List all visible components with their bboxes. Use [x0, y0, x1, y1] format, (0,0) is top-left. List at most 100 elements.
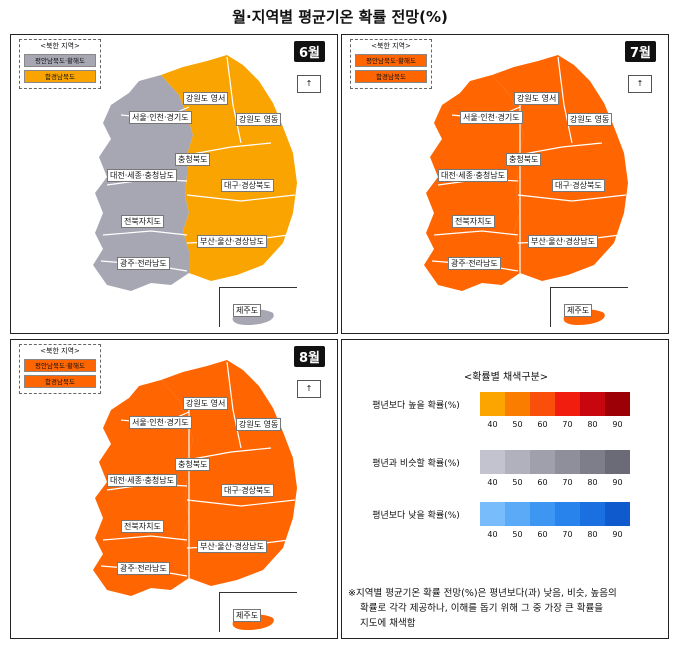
north-korea-legend: <북한 지역> 평안남북도·황해도 함경남북도 [19, 39, 101, 89]
jeju-inset-frame [550, 287, 628, 327]
region-label-daegu-gyeongbuk: 대구·경상북도 [221, 484, 274, 497]
map-south-korea [424, 55, 628, 325]
east-regions-shape [161, 360, 297, 586]
legend-swatch [605, 450, 630, 474]
region-label-seoul-incheon-gyeonggi: 서울·인천·경기도 [129, 416, 192, 429]
region-label-gangwon-east: 강원도 영동 [236, 113, 282, 126]
legend-swatch [530, 392, 555, 416]
legend-swatch [605, 502, 630, 526]
legend-tick: 80 [587, 420, 598, 429]
page-title: 월·지역별 평균기온 확률 전망(%) [232, 8, 448, 26]
legend-tick: 50 [512, 530, 523, 539]
legend-category-below: 평년보다 낮을 확률(%) [372, 511, 460, 521]
region-label-jeju: 제주도 [233, 609, 262, 622]
legend-swatch [555, 502, 580, 526]
map-panel-august: <북한 지역> 평안남북도·황해도 함경남북도 8월 ↑ 강원도 영서 강원도 … [10, 339, 338, 639]
north-arrow-icon: ↑ [628, 75, 652, 93]
legend-tick: 50 [512, 420, 523, 429]
north-korea-legend: <북한 지역> 평안남북도·황해도 함경남북도 [350, 39, 432, 89]
region-label-daejeon-sejong-chungnam: 대전·세종·충청남도 [107, 169, 177, 182]
north-korea-tag-west: 평안남북도·황해도 [24, 54, 96, 67]
region-label-gangwon-west: 강원도 영서 [183, 397, 229, 410]
region-label-daejeon-sejong-chungnam: 대전·세종·충청남도 [438, 169, 508, 182]
region-label-chungbuk: 충청북도 [175, 458, 211, 471]
north-arrow-icon: ↑ [297, 75, 321, 93]
region-label-seoul-incheon-gyeonggi: 서울·인천·경기도 [129, 111, 192, 124]
legend-swatch [530, 450, 555, 474]
legend-tick: 70 [562, 530, 573, 539]
region-label-gwangju-jeonnam: 광주·전라남도 [117, 257, 170, 270]
month-badge: 6월 [293, 41, 325, 62]
east-regions-shape [161, 55, 297, 281]
legend-ticks-similar: 40 50 60 70 80 90 [480, 478, 630, 487]
region-label-busan-ulsan-gyeongnam: 부산·울산·경상남도 [197, 235, 267, 248]
legend-swatch [480, 502, 505, 526]
north-korea-tag-east: 함경남북도 [24, 375, 96, 388]
east-regions-shape [492, 55, 628, 281]
legend-ticks-above: 40 50 60 70 80 90 [480, 420, 630, 429]
legend-swatch [530, 502, 555, 526]
legend-swatch [505, 502, 530, 526]
jeju-inset-frame [219, 592, 297, 632]
region-label-gangwon-west: 강원도 영서 [514, 92, 560, 105]
north-arrow-icon: ↑ [297, 380, 321, 398]
legend-swatch [480, 450, 505, 474]
legend-tick: 80 [587, 530, 598, 539]
north-korea-legend-title: <북한 지역> [371, 42, 411, 50]
region-label-jeju: 제주도 [564, 304, 593, 317]
legend-swatches-similar [480, 450, 630, 474]
legend-tick: 40 [487, 420, 498, 429]
legend-ticks-below: 40 50 60 70 80 90 [480, 530, 630, 539]
legend-tick: 60 [537, 478, 548, 487]
region-label-seoul-incheon-gyeonggi: 서울·인천·경기도 [460, 111, 523, 124]
region-label-jeonbuk: 전북자치도 [121, 215, 164, 228]
region-label-chungbuk: 충청북도 [175, 153, 211, 166]
footnote-line: 지도에 채색함 [360, 618, 416, 629]
legend-tick: 50 [512, 478, 523, 487]
west-regions-shape [93, 380, 193, 596]
legend-tick: 70 [562, 478, 573, 487]
legend-swatches-below [480, 502, 630, 526]
color-legend-title: <확률별 채색구분> [463, 372, 549, 383]
footnote-line: ※지역별 평균기온 확률 전망(%)은 평년보다(과) 낮음, 비슷, 높음의 [348, 588, 617, 599]
region-label-gangwon-west: 강원도 영서 [183, 92, 229, 105]
north-korea-legend: <북한 지역> 평안남북도·황해도 함경남북도 [19, 344, 101, 394]
legend-tick: 60 [537, 420, 548, 429]
region-label-jeju: 제주도 [233, 304, 262, 317]
legend-swatch [505, 450, 530, 474]
legend-tick: 90 [612, 530, 623, 539]
map-panel-june: <북한 지역> 평안남북도·황해도 함경남북도 6월 ↑ 강원도 영서 강원도 … [10, 34, 338, 334]
legend-tick: 80 [587, 478, 598, 487]
legend-swatch [580, 392, 605, 416]
region-label-daegu-gyeongbuk: 대구·경상북도 [552, 179, 605, 192]
legend-swatch [580, 450, 605, 474]
north-korea-tag-east: 함경남북도 [355, 70, 427, 83]
north-korea-legend-title: <북한 지역> [40, 42, 80, 50]
north-korea-tag-west: 평안남북도·황해도 [24, 359, 96, 372]
legend-swatch [480, 392, 505, 416]
north-korea-tag-east: 함경남북도 [24, 70, 96, 83]
region-label-daejeon-sejong-chungnam: 대전·세종·충청남도 [107, 474, 177, 487]
legend-swatches-above [480, 392, 630, 416]
map-south-korea [93, 360, 297, 630]
legend-swatch [555, 392, 580, 416]
color-legend-panel: <확률별 채색구분> 평년보다 높을 확률(%) 40 50 60 70 80 90 평년… [341, 339, 669, 639]
month-badge: 7월 [624, 41, 656, 62]
legend-category-similar: 평년과 비슷할 확률(%) [372, 459, 460, 469]
region-label-daegu-gyeongbuk: 대구·경상북도 [221, 179, 274, 192]
region-label-chungbuk: 충청북도 [506, 153, 542, 166]
map-south-korea [93, 55, 297, 325]
west-regions-shape [93, 75, 193, 291]
legend-tick: 40 [487, 478, 498, 487]
legend-tick: 90 [612, 420, 623, 429]
legend-swatch [505, 392, 530, 416]
north-korea-tag-west: 평안남북도·황해도 [355, 54, 427, 67]
region-label-gwangju-jeonnam: 광주·전라남도 [117, 562, 170, 575]
region-label-jeonbuk: 전북자치도 [452, 215, 495, 228]
west-regions-shape [424, 75, 524, 291]
legend-tick: 90 [612, 478, 623, 487]
legend-tick: 70 [562, 420, 573, 429]
region-label-jeonbuk: 전북자치도 [121, 520, 164, 533]
jeju-inset-frame [219, 287, 297, 327]
legend-category-above: 평년보다 높을 확률(%) [372, 401, 460, 411]
